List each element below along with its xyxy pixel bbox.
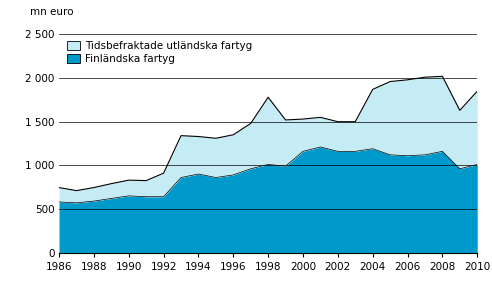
Text: mn euro: mn euro — [30, 7, 73, 17]
Legend: Tidsbefraktade utländska fartyg, Finländska fartyg: Tidsbefraktade utländska fartyg, Finländ… — [63, 37, 256, 68]
